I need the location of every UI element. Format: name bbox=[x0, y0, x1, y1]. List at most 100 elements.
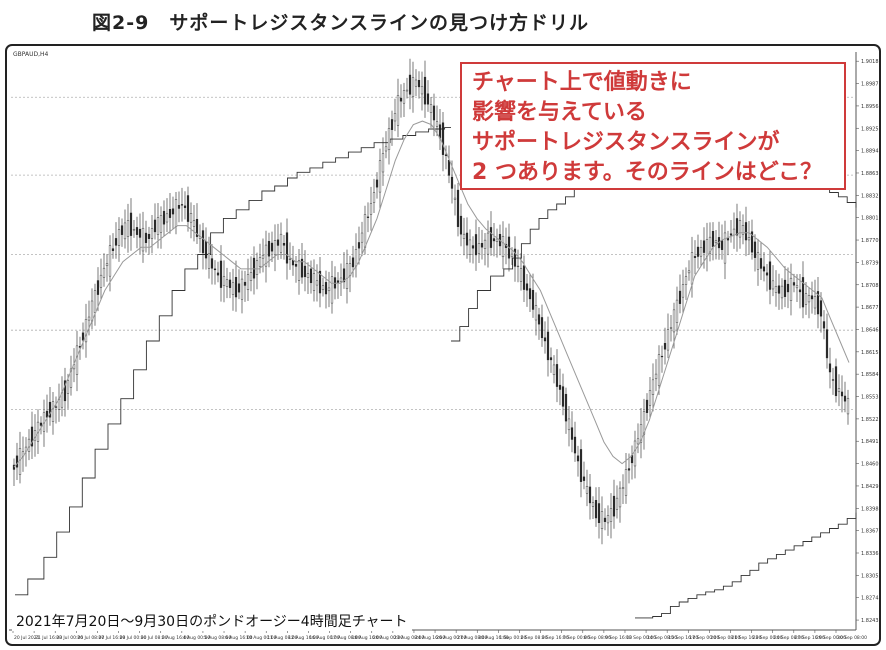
candle-body-31 bbox=[105, 263, 109, 267]
x-tick-label-37: 27 Sep 16:00 bbox=[795, 635, 825, 641]
candle-body-248 bbox=[756, 252, 760, 270]
candle-body-72 bbox=[228, 279, 232, 288]
candle-body-42 bbox=[138, 228, 142, 238]
candle-body-36 bbox=[120, 225, 124, 235]
candle-body-85 bbox=[267, 240, 271, 257]
y-tick-label-18: 1.8460 bbox=[861, 462, 879, 468]
candle-body-234 bbox=[714, 240, 718, 244]
candle-body-106 bbox=[330, 276, 334, 304]
y-tick-label-1: 1.8987 bbox=[861, 82, 879, 88]
y-tick-label-13: 1.8615 bbox=[861, 350, 879, 356]
candle-body-32 bbox=[108, 245, 112, 277]
x-tick-label-8: 4 Aug 00:00 bbox=[183, 635, 211, 641]
y-tick-label-11: 1.8677 bbox=[861, 305, 879, 311]
x-tick-label-33: 20 Sep 08:00 bbox=[710, 635, 740, 641]
candle-body-56 bbox=[180, 204, 184, 206]
candle-body-166 bbox=[510, 253, 514, 257]
candle-body-109 bbox=[339, 277, 343, 283]
candle-body-254 bbox=[774, 286, 778, 293]
candle-body-143 bbox=[441, 122, 445, 155]
candle-body-141 bbox=[435, 121, 439, 127]
y-tick-label-6: 1.8832 bbox=[861, 193, 879, 199]
candle-body-38 bbox=[126, 220, 130, 237]
candle-body-163 bbox=[501, 236, 505, 258]
candle-body-229 bbox=[699, 247, 703, 257]
candle-body-260 bbox=[792, 282, 796, 286]
candle-body-195 bbox=[597, 503, 601, 524]
y-tick-label-5: 1.8863 bbox=[861, 171, 879, 177]
candle-body-159 bbox=[489, 227, 493, 248]
y-tick-label-16: 1.8522 bbox=[861, 417, 879, 423]
candle-body-155 bbox=[477, 243, 481, 254]
candle-body-264 bbox=[804, 293, 808, 305]
y-tick-label-2: 1.8956 bbox=[861, 104, 879, 110]
candle-body-149 bbox=[459, 215, 463, 235]
candle-body-37 bbox=[123, 222, 127, 240]
symbol-label: GBPAUD,H4 bbox=[13, 51, 49, 58]
candle-body-193 bbox=[591, 502, 595, 507]
chart-frame: 1.9018 1.8987 1.8956 1.8925 1.8894 1.8863 1.88… bbox=[5, 44, 881, 646]
y-tick-label-17: 1.8491 bbox=[861, 439, 879, 445]
candle-body-177 bbox=[543, 337, 547, 342]
candle-body-187 bbox=[573, 436, 577, 454]
candle-body-130 bbox=[402, 90, 406, 104]
candle-body-207 bbox=[633, 440, 637, 467]
x-tick-label-11: 10 Aug 00:00 bbox=[246, 635, 276, 641]
candle-body-117 bbox=[363, 214, 367, 248]
y-tick-label-0: 1.9018 bbox=[861, 59, 879, 65]
x-tick-label-25: 3 Sep 16:00 bbox=[542, 635, 569, 641]
candle-body-77 bbox=[243, 281, 247, 286]
candle-body-239 bbox=[729, 233, 733, 236]
candle-body-225 bbox=[687, 270, 691, 274]
x-tick-label-12: 11 Aug 08:00 bbox=[267, 635, 297, 641]
candle-body-250 bbox=[762, 266, 766, 272]
candle-body-231 bbox=[705, 239, 709, 257]
x-tick-label-19: 24 Aug 16:00 bbox=[415, 635, 445, 641]
candle-body-199 bbox=[609, 508, 613, 522]
candle-body-50 bbox=[162, 210, 166, 225]
candle-body-208 bbox=[636, 438, 640, 445]
candle-body-160 bbox=[492, 238, 496, 242]
candle-body-148 bbox=[456, 189, 460, 227]
candle-body-99 bbox=[309, 268, 313, 284]
candle-body-113 bbox=[351, 257, 355, 268]
candle-body-92 bbox=[288, 258, 292, 260]
candle-body-33 bbox=[111, 248, 115, 251]
candle-body-23 bbox=[81, 332, 85, 341]
candle-body-245 bbox=[747, 237, 751, 241]
candle-body-1 bbox=[15, 455, 19, 468]
candle-body-277 bbox=[843, 395, 847, 402]
candle-body-258 bbox=[786, 283, 790, 293]
y-tick-label-12: 1.8646 bbox=[861, 327, 879, 333]
candle-body-139 bbox=[429, 104, 433, 113]
candle-body-69 bbox=[219, 260, 223, 288]
candle-body-197 bbox=[603, 517, 607, 522]
candle-body-242 bbox=[738, 219, 742, 238]
candle-body-134 bbox=[414, 79, 418, 87]
candle-body-120 bbox=[372, 192, 376, 203]
candle-body-271 bbox=[825, 329, 829, 359]
moving-average bbox=[13, 120, 850, 468]
candle-body-6 bbox=[30, 426, 34, 447]
candle-body-275 bbox=[837, 388, 841, 393]
candle-body-232 bbox=[708, 236, 712, 254]
y-tick-label-9: 1.8739 bbox=[861, 260, 879, 266]
candle-body-9 bbox=[39, 422, 43, 426]
candle-body-220 bbox=[672, 309, 676, 333]
candle-body-68 bbox=[216, 272, 220, 276]
candle-body-30 bbox=[102, 267, 106, 278]
y-tick-label-19: 1.8429 bbox=[861, 484, 879, 490]
candle-body-88 bbox=[276, 239, 280, 246]
candle-body-78 bbox=[246, 274, 250, 291]
x-tick-label-26: 7 Sep 00:00 bbox=[563, 635, 590, 641]
x-tick-label-34: 21 Sep 16:00 bbox=[731, 635, 761, 641]
quiz-line-4: 2 つあります。そのラインはどこ？ bbox=[472, 160, 823, 185]
candle-body-114 bbox=[354, 249, 358, 267]
candle-body-158 bbox=[486, 232, 490, 255]
candle-body-47 bbox=[153, 219, 157, 233]
candle-body-115 bbox=[357, 242, 361, 249]
candle-body-35 bbox=[117, 229, 121, 246]
candle-body-138 bbox=[426, 93, 430, 105]
candle-body-268 bbox=[816, 291, 820, 315]
